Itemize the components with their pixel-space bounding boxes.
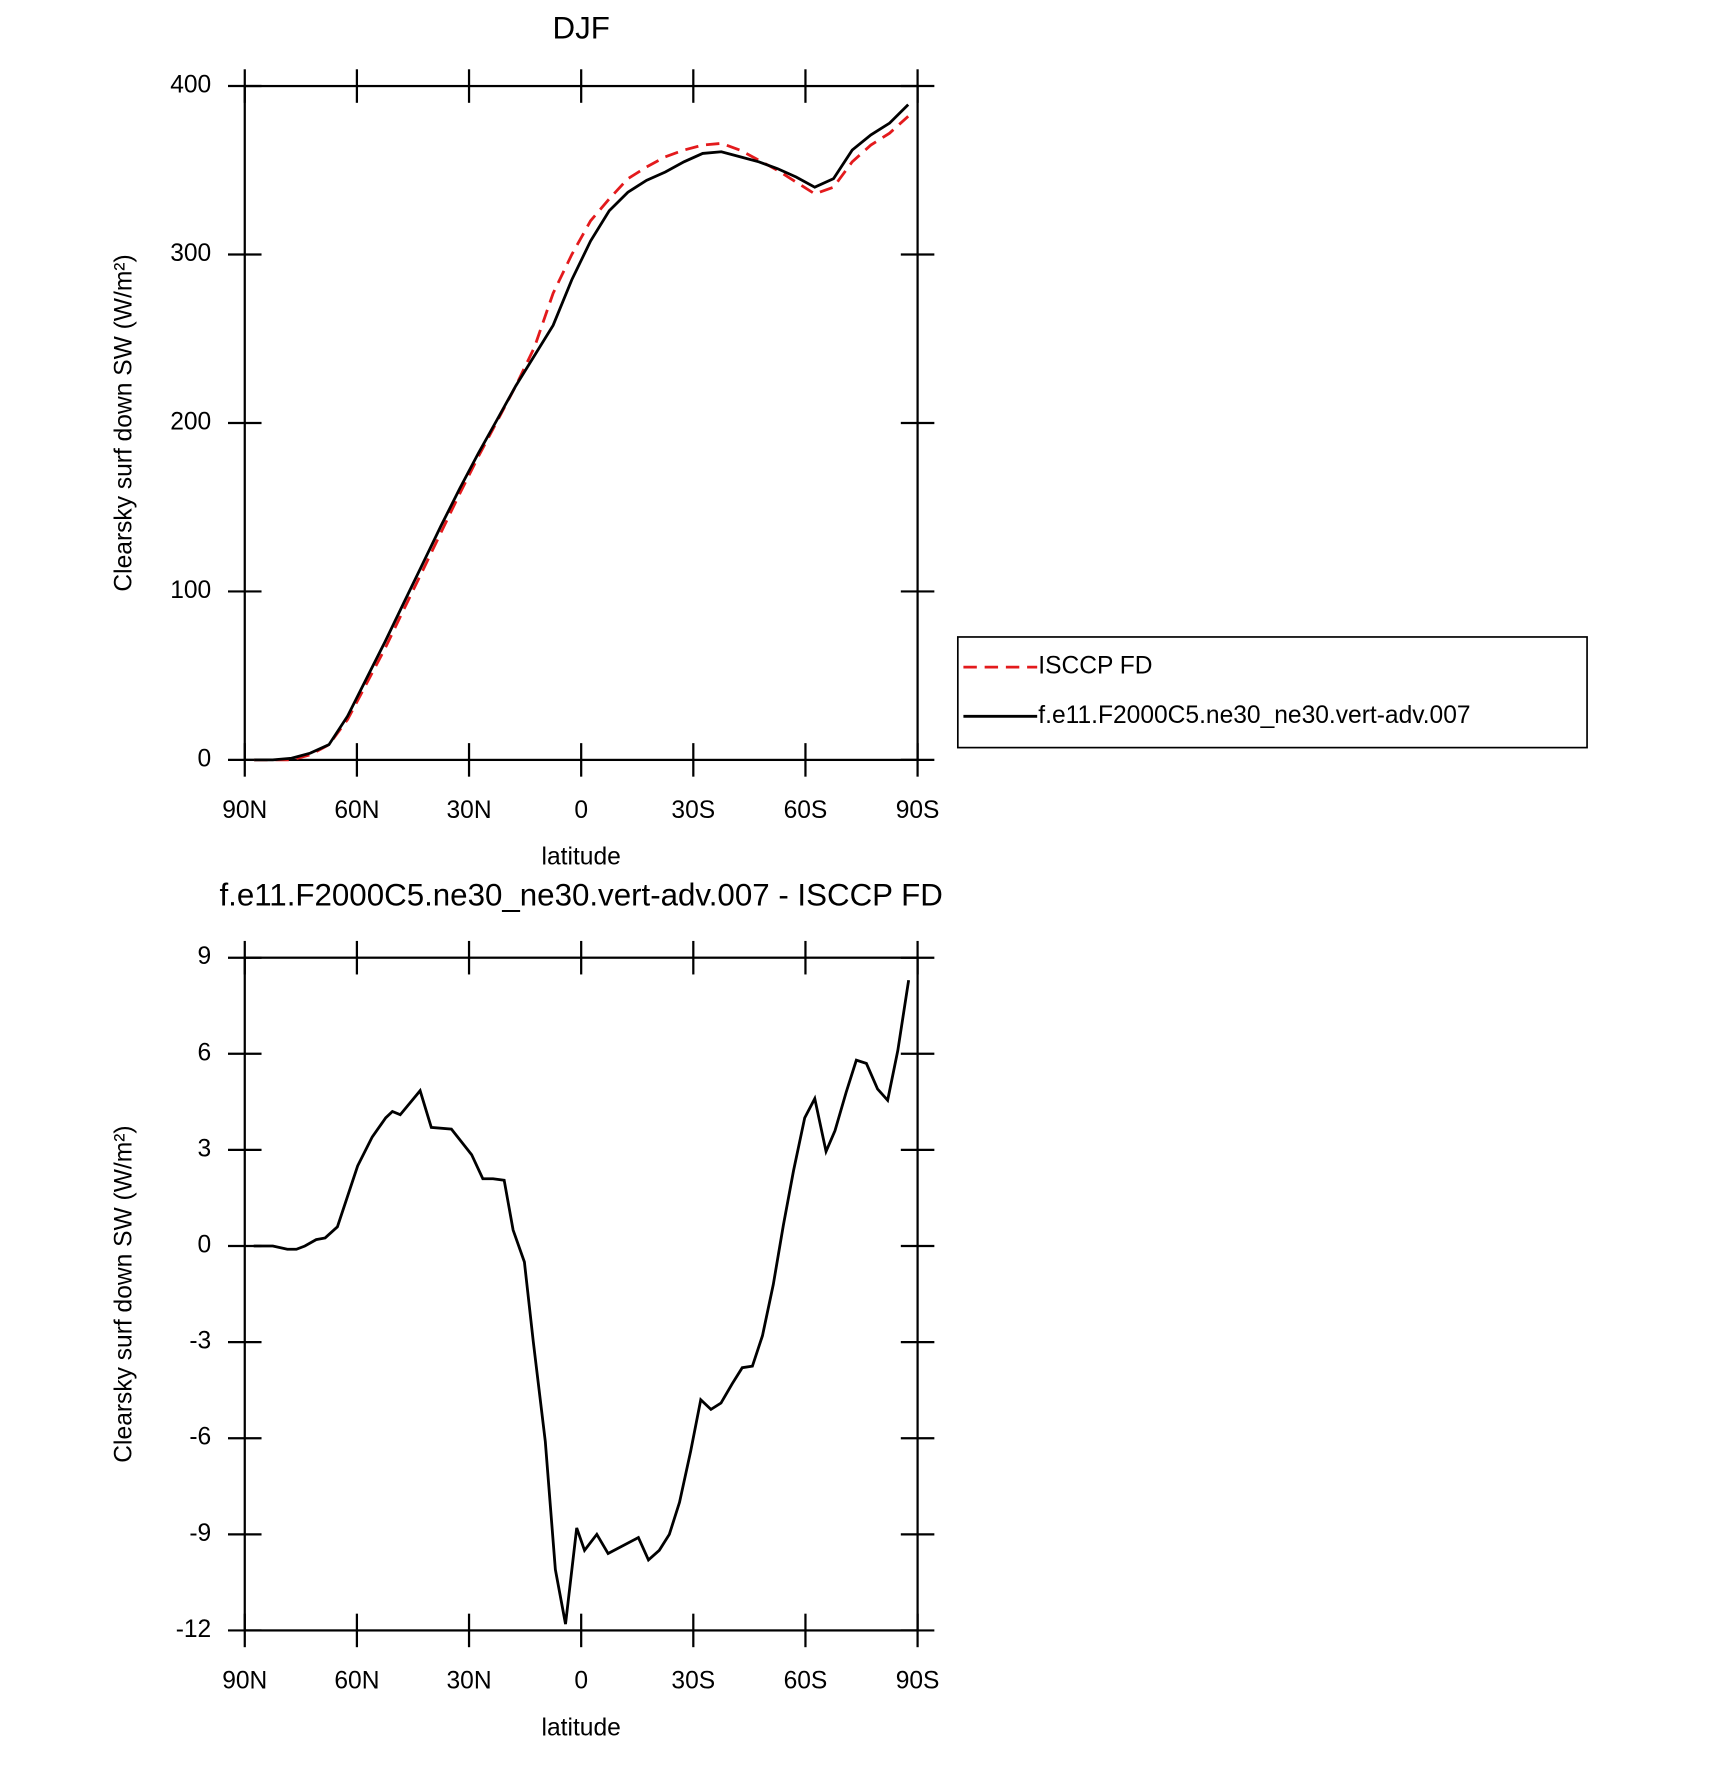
x-tick-label: 90N bbox=[222, 1667, 267, 1694]
y-tick-label: 3 bbox=[198, 1135, 212, 1162]
series-line bbox=[253, 979, 911, 1625]
y-tick-label: -3 bbox=[189, 1328, 211, 1355]
x-axis-title: latitude bbox=[542, 844, 621, 871]
x-tick-label: 60S bbox=[784, 797, 828, 824]
x-tick-label: 0 bbox=[574, 1667, 588, 1694]
series-line bbox=[254, 103, 910, 762]
x-tick-label: 0 bbox=[574, 797, 588, 824]
series-line bbox=[254, 115, 910, 762]
chart-title: f.e11.F2000C5.ne30_ne30.vert-adv.007 - I… bbox=[219, 878, 942, 913]
y-tick-label: 200 bbox=[170, 408, 211, 435]
y-tick-label: 0 bbox=[198, 1232, 212, 1259]
chart-title: DJF bbox=[553, 10, 610, 45]
x-tick-label: 30N bbox=[446, 1667, 491, 1694]
y-tick-label: 300 bbox=[170, 240, 211, 267]
y-tick-label: -9 bbox=[189, 1520, 211, 1547]
x-tick-label: 60S bbox=[784, 1667, 828, 1694]
y-tick-label: -6 bbox=[189, 1424, 211, 1451]
y-axis-title: Clearsky surf down SW (W/m²) bbox=[111, 1125, 138, 1462]
x-tick-label: 30S bbox=[671, 1667, 715, 1694]
x-tick-label: 60N bbox=[334, 797, 379, 824]
y-tick-label: 6 bbox=[198, 1039, 212, 1066]
plot-frame bbox=[243, 956, 919, 1632]
legend-label: ISCCP FD bbox=[1038, 653, 1152, 680]
y-tick-label: -12 bbox=[176, 1616, 212, 1643]
y-tick-label: 100 bbox=[170, 577, 211, 604]
x-tick-label: 90S bbox=[896, 1667, 940, 1694]
legend-label: f.e11.F2000C5.ne30_ne30.vert-adv.007 bbox=[1038, 702, 1470, 729]
y-tick-label: 0 bbox=[198, 745, 212, 772]
y-tick-label: 400 bbox=[170, 72, 211, 99]
x-tick-label: 60N bbox=[334, 1667, 379, 1694]
legend: ISCCP FD f.e11.F2000C5.ne30_ne30.vert-adv… bbox=[956, 636, 1588, 749]
x-tick-label: 30S bbox=[671, 797, 715, 824]
y-tick-label: 9 bbox=[198, 943, 212, 970]
legend-box bbox=[956, 636, 1588, 749]
x-tick-label: 90N bbox=[222, 797, 267, 824]
x-tick-label: 30N bbox=[446, 797, 491, 824]
x-axis-title: latitude bbox=[542, 1714, 621, 1741]
x-tick-label: 90S bbox=[896, 797, 940, 824]
y-axis-title: Clearsky surf down SW (W/m²) bbox=[111, 254, 138, 591]
